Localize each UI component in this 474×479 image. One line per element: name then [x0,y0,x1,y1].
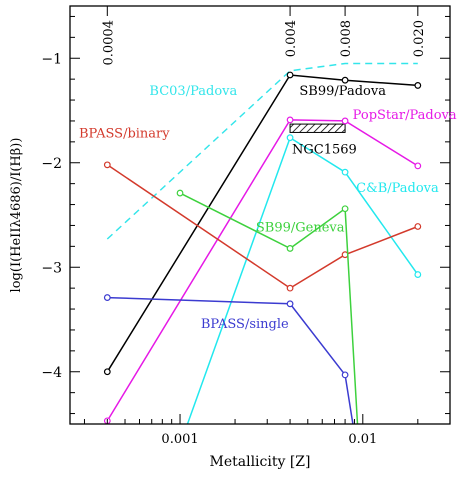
data-point [176,189,184,197]
y-tick-label: −2 [41,156,62,172]
data-point [414,271,422,278]
data-point [103,161,111,169]
series-5 [176,189,359,424]
data-point [414,162,422,170]
series-annotation: NGC1569 [292,142,357,157]
series-4 [103,161,422,292]
series-line [186,136,419,424]
series-line [107,296,354,424]
data-point [341,76,349,84]
data-point [341,205,349,213]
series-annotation: SB99/Padova [299,84,386,99]
ngc1569-box [289,123,346,133]
data-point [286,245,294,252]
series-annotation: BPASS/binary [79,127,170,142]
data-point [286,116,294,124]
top-tick-label: 0.004 [284,20,299,57]
annotation-layer: BC03/Padova SB99/Padova PopStar/Padova BPAS… [79,84,457,332]
series-line [106,74,418,373]
data-point [341,168,349,176]
series-annotation: BC03/Padova [149,84,237,99]
series-annotation: BPASS/single [201,317,289,332]
series-6 [103,294,354,424]
top-tick-label: 0.020 [412,20,427,57]
data-point [414,223,422,230]
y-axis-label: log(I(HeIIλ4686)/I(Hβ)) [9,138,24,293]
x-tick-label: 0.001 [161,432,198,447]
series-0 [106,62,418,240]
series-2 [103,116,422,424]
data-point [103,368,111,376]
y-tick-label: −1 [41,51,62,67]
data-point [286,300,294,308]
data-point [414,82,422,89]
data-point [341,117,349,125]
series-line [179,192,359,424]
frame-layer [69,5,451,425]
data-point [286,134,294,142]
series-line [106,164,419,289]
series-1 [103,71,422,376]
series-line [106,119,419,422]
data-point [286,71,294,79]
data-point [341,371,349,379]
ngc1569-box-layer [289,123,346,133]
series-3 [186,134,422,424]
plot-frame [69,5,451,425]
x-tick-label: 0.01 [348,432,377,447]
x-axis-label: Metallicity [Z] [210,454,311,470]
top-tick-label: 0.008 [339,20,354,57]
data-point [103,294,111,301]
tick-layer: −1 −2 −3 −4 0.001 0.01 0.0004 0.004 0.008 0.020 [41,6,451,447]
y-tick-label: −4 [41,365,62,381]
series-annotation: PopStar/Padova [353,108,457,123]
y-tick-label: −3 [41,260,62,276]
series-annotation: C&B/Padova [356,181,439,196]
top-tick-label: 0.0004 [101,20,116,66]
data-point [286,284,294,292]
series-annotation: SB99/Geneva [256,221,345,236]
series-line [106,62,418,240]
series-layer [103,62,422,424]
